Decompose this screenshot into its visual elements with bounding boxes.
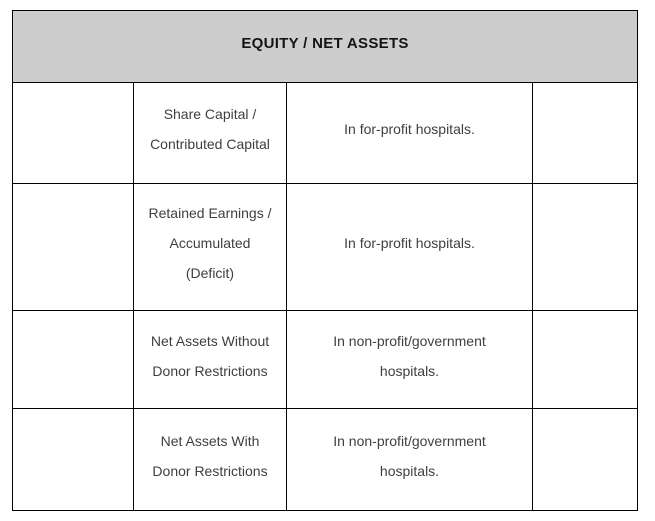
table-row: Net Assets With Donor Restrictions In no… [12,408,639,511]
empty-cell [12,82,134,184]
row-label: Net Assets Without Donor Restrictions [133,310,287,409]
row-description: In non-profit/government hospitals. [286,310,533,409]
row-description: In non-profit/government hospitals. [286,408,533,511]
row-description: In for-profit hospitals. [286,82,533,184]
row-label: Retained Earnings / Accumulated (Deficit… [133,183,287,311]
empty-cell [12,310,134,409]
empty-cell [12,183,134,311]
table-row: Retained Earnings / Accumulated (Deficit… [12,183,639,311]
row-label: Share Capital / Contributed Capital [133,82,287,184]
table-row: Share Capital / Contributed Capital In f… [12,82,639,184]
empty-cell [531,408,639,511]
empty-cell [531,310,639,409]
empty-cell [531,183,639,311]
row-description: In for-profit hospitals. [286,183,533,311]
row-label: Net Assets With Donor Restrictions [133,408,287,511]
table-header-row: EQUITY / NET ASSETS [11,10,639,83]
empty-cell [531,82,639,184]
table-row: Net Assets Without Donor Restrictions In… [12,310,639,409]
empty-cell [12,408,134,511]
table-title: EQUITY / NET ASSETS [11,10,639,83]
equity-net-assets-table: EQUITY / NET ASSETS Share Capital / Cont… [11,10,639,511]
